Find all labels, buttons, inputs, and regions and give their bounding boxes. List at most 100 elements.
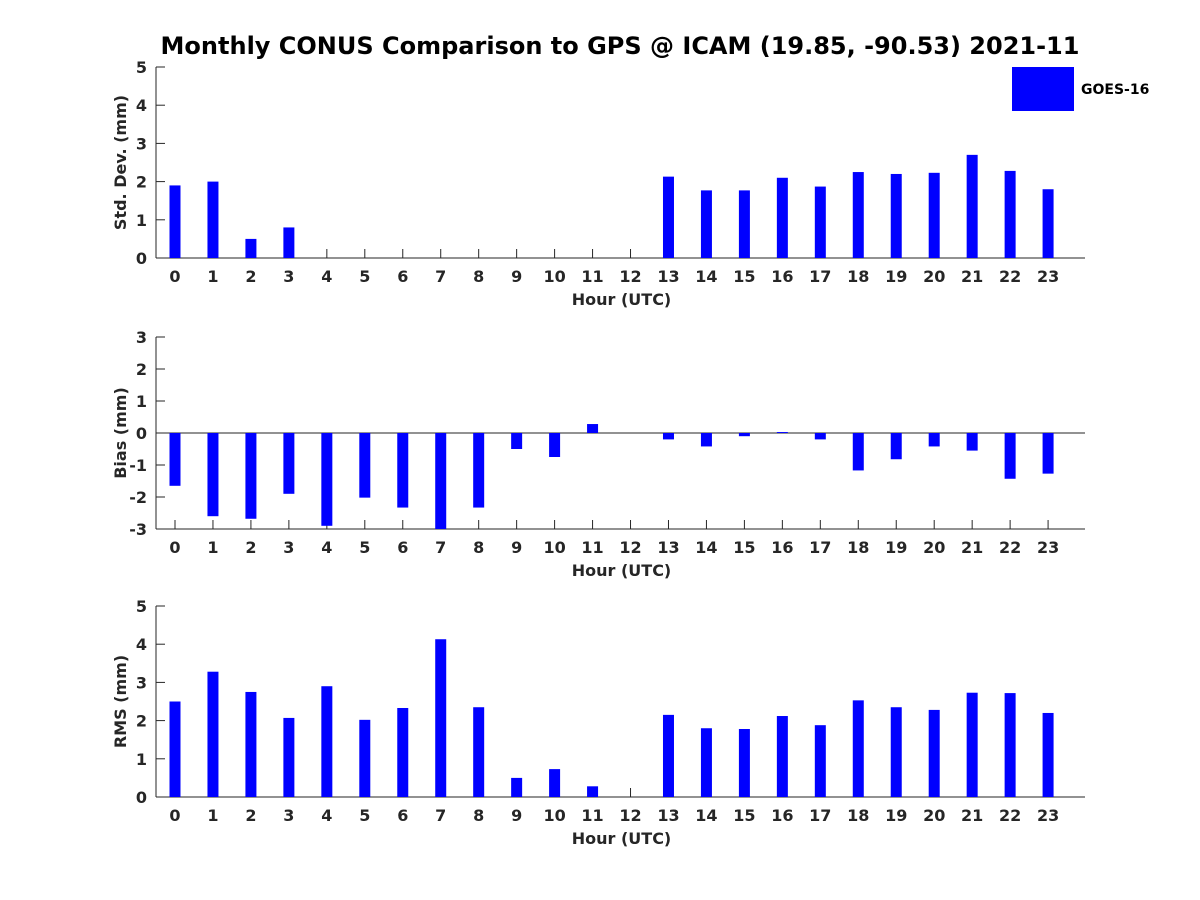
x-tick-label: 19 <box>885 806 907 825</box>
y-tick-label: 5 <box>136 597 147 616</box>
x-tick-label: 15 <box>733 806 755 825</box>
legend-swatch <box>1012 67 1074 111</box>
x-tick-label: 13 <box>657 267 679 286</box>
x-tick-label: 2 <box>245 806 256 825</box>
x-tick-label: 20 <box>923 267 945 286</box>
y-tick-label: -2 <box>129 488 147 507</box>
bar-3 <box>283 227 295 258</box>
bar-16 <box>776 177 788 258</box>
x-tick-label: 7 <box>435 538 446 557</box>
x-tick-label: 17 <box>809 267 831 286</box>
bar-3 <box>283 433 295 494</box>
x-tick-label: 15 <box>733 538 755 557</box>
x-tick-label: 21 <box>961 806 983 825</box>
y-tick-label: 2 <box>136 173 147 192</box>
x-tick-label: 7 <box>435 806 446 825</box>
bar-23 <box>1042 433 1054 474</box>
x-tick-label: 12 <box>619 538 641 557</box>
bar-22 <box>1004 170 1016 258</box>
bar-11 <box>587 786 599 797</box>
x-tick-label: 16 <box>771 538 793 557</box>
x-tick-label: 12 <box>619 806 641 825</box>
bar-5 <box>359 719 371 797</box>
y-tick-label: 3 <box>136 134 147 153</box>
x-tick-label: 19 <box>885 267 907 286</box>
x-tick-label: 4 <box>321 538 332 557</box>
x-tick-label: 5 <box>359 267 370 286</box>
bar-20 <box>928 172 940 258</box>
x-tick-label: 10 <box>543 806 565 825</box>
y-tick-label: 2 <box>136 712 147 731</box>
bar-13 <box>662 714 674 797</box>
x-tick-label: 19 <box>885 538 907 557</box>
x-tick-label: 22 <box>999 538 1021 557</box>
bar-18 <box>852 433 864 471</box>
x-axis-label: Hour (UTC) <box>572 561 672 580</box>
bar-15 <box>738 433 750 437</box>
bar-20 <box>928 433 940 447</box>
x-tick-label: 11 <box>581 806 603 825</box>
x-tick-label: 12 <box>619 267 641 286</box>
bar-7 <box>435 639 447 797</box>
bar-21 <box>966 692 978 797</box>
bar-2 <box>245 238 257 258</box>
bar-6 <box>397 707 409 797</box>
y-tick-label: 1 <box>136 211 147 230</box>
y-tick-label: 2 <box>136 360 147 379</box>
y-tick-label: 0 <box>136 788 147 807</box>
x-tick-label: 6 <box>397 267 408 286</box>
bar-9 <box>511 433 523 449</box>
x-tick-label: 7 <box>435 267 446 286</box>
x-tick-label: 1 <box>207 806 218 825</box>
x-tick-label: 17 <box>809 538 831 557</box>
bar-21 <box>966 154 978 258</box>
bar-18 <box>852 700 864 797</box>
y-tick-label: 0 <box>136 249 147 268</box>
x-tick-label: 2 <box>245 538 256 557</box>
x-tick-label: 21 <box>961 267 983 286</box>
y-tick-label: 3 <box>136 328 147 347</box>
bar-17 <box>814 186 826 258</box>
x-tick-label: 0 <box>169 267 180 286</box>
bar-17 <box>814 433 826 440</box>
y-tick-label: 4 <box>136 635 147 654</box>
bar-23 <box>1042 712 1054 797</box>
y-tick-label: 3 <box>136 673 147 692</box>
bar-3 <box>283 717 295 797</box>
x-tick-label: 11 <box>581 267 603 286</box>
y-tick-label: 4 <box>136 96 147 115</box>
x-tick-label: 20 <box>923 538 945 557</box>
legend: GOES-16 <box>1012 67 1149 111</box>
bar-2 <box>245 691 257 797</box>
x-tick-label: 21 <box>961 538 983 557</box>
x-tick-label: 6 <box>397 806 408 825</box>
x-tick-label: 3 <box>283 538 294 557</box>
y-tick-label: 0 <box>136 424 147 443</box>
bar-16 <box>776 716 788 797</box>
y-axis-label: Bias (mm) <box>111 387 130 479</box>
y-tick-label: 1 <box>136 392 147 411</box>
bar-11 <box>587 424 599 433</box>
legend-label: GOES-16 <box>1081 82 1149 98</box>
bar-1 <box>207 181 219 258</box>
x-tick-label: 16 <box>771 806 793 825</box>
y-axis-label: Std. Dev. (mm) <box>111 95 130 230</box>
x-tick-label: 23 <box>1037 806 1059 825</box>
x-tick-label: 22 <box>999 267 1021 286</box>
x-axis-label: Hour (UTC) <box>572 290 672 309</box>
x-tick-label: 5 <box>359 538 370 557</box>
bar-8 <box>473 433 485 508</box>
bar-22 <box>1004 433 1016 479</box>
bar-19 <box>890 173 902 258</box>
x-tick-label: 18 <box>847 806 869 825</box>
bar-14 <box>700 433 712 447</box>
x-tick-label: 14 <box>695 806 717 825</box>
x-tick-label: 23 <box>1037 267 1059 286</box>
x-tick-label: 13 <box>657 806 679 825</box>
x-tick-label: 3 <box>283 267 294 286</box>
bar-0 <box>169 185 181 258</box>
